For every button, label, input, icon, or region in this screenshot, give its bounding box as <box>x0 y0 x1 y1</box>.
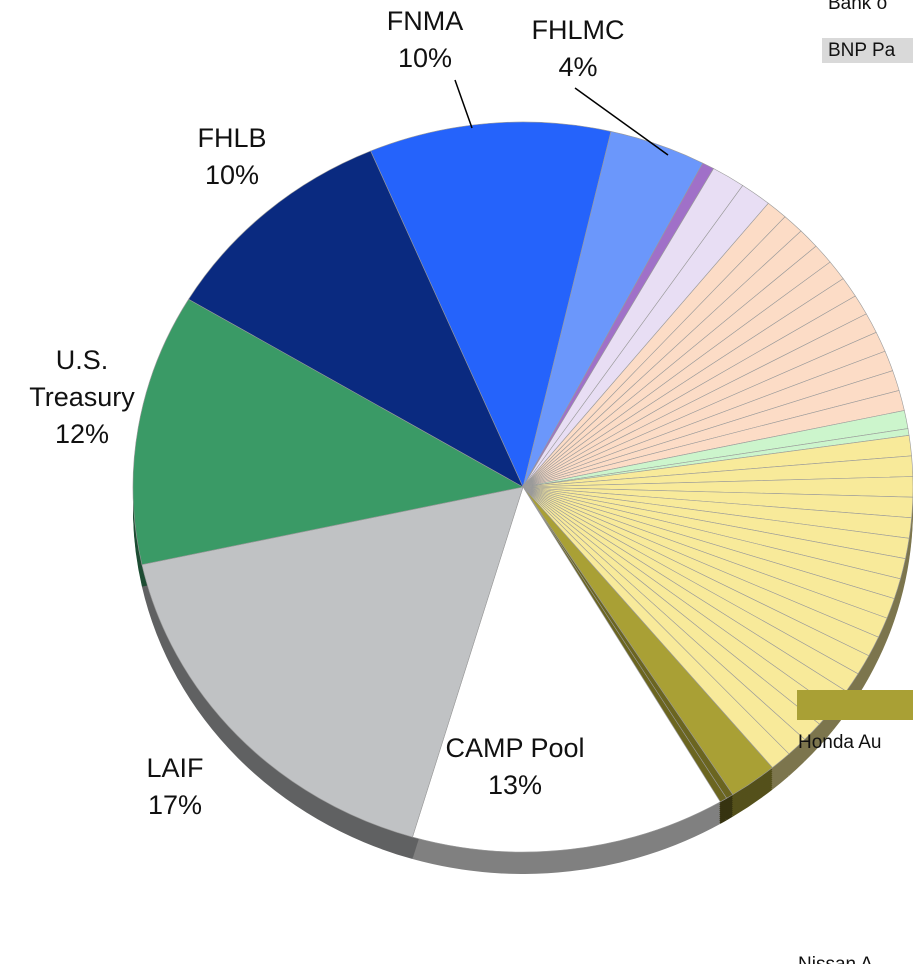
slice-value: 10% <box>204 160 260 190</box>
legend-entry: BNP Pa <box>828 40 896 61</box>
legend-entry: Honda Au <box>798 732 882 753</box>
slice-value: 13% <box>487 770 543 800</box>
slice-name: CAMP Pool <box>445 733 585 763</box>
legend-entry: Bank o <box>828 0 888 14</box>
slice-value: 12% <box>54 419 110 449</box>
pie-top <box>132 121 913 853</box>
slice-label: LAIF 17% <box>115 750 235 824</box>
slice-value: 4% <box>558 52 598 82</box>
slice <box>412 486 721 853</box>
slice-label: FHLB 10% <box>172 120 292 194</box>
slice-value: 10% <box>397 43 453 73</box>
slice-name: U.S. Treasury <box>29 345 135 412</box>
slice-label: FNMA 10% <box>355 3 495 77</box>
slice-label: CAMP Pool 13% <box>415 730 615 804</box>
slice-name: FNMA <box>386 6 464 36</box>
slice <box>132 298 524 565</box>
slice-label: U.S. Treasury 12% <box>27 342 137 453</box>
slice-name: FHLB <box>197 123 267 153</box>
leader-line <box>574 87 669 156</box>
slice <box>188 150 524 488</box>
slice-name: LAIF <box>146 753 204 783</box>
leader-line <box>454 79 473 129</box>
legend-entry: Nissan A <box>792 953 873 964</box>
slice-value: 17% <box>147 790 203 820</box>
legend-swatch <box>797 690 913 720</box>
slice <box>370 121 612 488</box>
slice-label: FHLMC 4% <box>508 12 648 86</box>
slice <box>141 486 524 838</box>
slice-name: FHLMC <box>531 15 625 45</box>
legend-row-bg <box>822 38 913 63</box>
